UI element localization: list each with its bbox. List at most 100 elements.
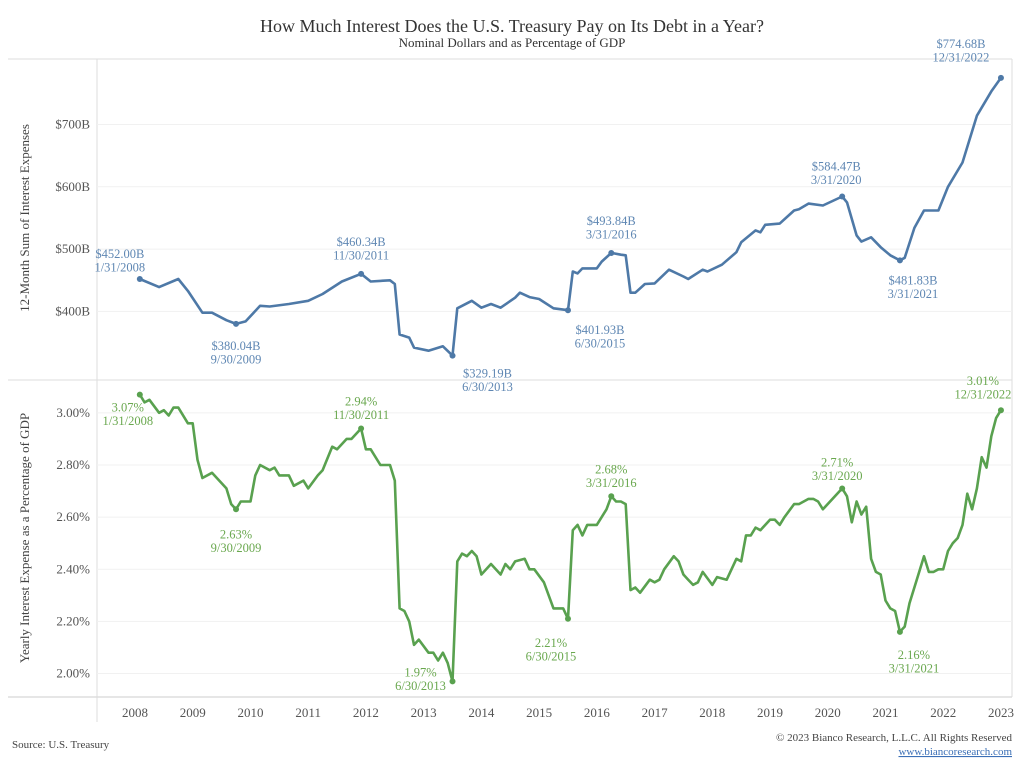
data-label-value: 2.16% <box>898 648 930 662</box>
y-tick-label: 2.60% <box>56 509 90 524</box>
x-tick-label: 2017 <box>642 705 669 720</box>
annotated-point <box>564 307 571 314</box>
annotated-point <box>449 352 456 359</box>
data-label-date: 9/30/2009 <box>211 541 262 555</box>
source-note: Source: U.S. Treasury <box>12 739 110 751</box>
data-label-date: 3/31/2021 <box>889 661 940 675</box>
data-label: 2.63%9/30/2009 <box>211 527 262 555</box>
data-label: 1.97%6/30/2013 <box>395 665 446 693</box>
data-label-date: 3/31/2020 <box>811 173 862 187</box>
annotated-point <box>136 391 143 398</box>
data-label: 2.16%3/31/2021 <box>889 648 940 676</box>
data-label-value: 3.01% <box>967 374 999 388</box>
top-y-axis-title: 12-Month Sum of Interest Expenses <box>17 124 32 312</box>
annotated-point <box>896 257 903 264</box>
y-tick-label: 2.20% <box>56 613 90 628</box>
y-tick-label: 3.00% <box>56 405 90 420</box>
x-tick-label: 2012 <box>353 705 379 720</box>
annotated-point <box>449 678 456 685</box>
data-label: 3.07%1/31/2008 <box>102 401 153 429</box>
data-label-date: 3/31/2021 <box>888 287 939 301</box>
x-tick-label: 2018 <box>699 705 725 720</box>
x-tick-label: 2019 <box>757 705 783 720</box>
series-line <box>138 393 1003 683</box>
y-tick-label: $700B <box>55 116 90 131</box>
website-link[interactable]: www.biancoresearch.com <box>898 746 1012 758</box>
data-label-value: $380.04B <box>212 339 261 353</box>
chart-subtitle: Nominal Dollars and as Percentage of GDP <box>399 35 626 50</box>
y-tick-label: $500B <box>55 241 90 256</box>
data-label-date: 3/31/2016 <box>586 227 637 241</box>
data-label-date: 6/30/2015 <box>575 337 626 351</box>
data-label: 2.68%3/31/2016 <box>586 462 637 490</box>
data-label-date: 3/31/2016 <box>586 476 637 490</box>
data-label-value: $774.68B <box>936 37 985 51</box>
data-label-value: $452.00B <box>95 247 144 261</box>
x-tick-label: 2021 <box>872 705 898 720</box>
y-tick-label: $600B <box>55 179 90 194</box>
x-tick-label: 2013 <box>411 705 437 720</box>
data-label-value: $584.47B <box>812 159 861 173</box>
y-tick-label: $400B <box>55 303 90 318</box>
data-label: 2.94%11/30/2011 <box>333 394 389 422</box>
data-label-value: 2.63% <box>220 527 252 541</box>
data-label: 2.21%6/30/2015 <box>526 636 577 664</box>
y-tick-label: 2.00% <box>56 666 90 681</box>
data-label-value: $481.83B <box>888 273 937 287</box>
plot-frame <box>8 58 1013 722</box>
data-label-value: $493.84B <box>587 214 636 228</box>
data-label-value: 2.94% <box>345 394 377 408</box>
annotated-point <box>839 485 846 492</box>
data-label-date: 9/30/2009 <box>211 352 262 366</box>
annotated-point <box>136 276 143 283</box>
data-label-value: 3.07% <box>112 401 144 415</box>
data-label-date: 6/30/2015 <box>526 649 577 663</box>
annotated-point <box>233 506 240 513</box>
annotated-point <box>358 270 365 277</box>
x-tick-label: 2020 <box>815 705 841 720</box>
y-tick-label: 2.80% <box>56 457 90 472</box>
data-label-date: 11/30/2011 <box>333 248 389 262</box>
annotated-point <box>839 193 846 200</box>
x-tick-label: 2014 <box>468 705 495 720</box>
annotated-point <box>358 425 365 432</box>
data-label-date: 1/31/2008 <box>94 261 145 275</box>
y-tick-label: 2.40% <box>56 561 90 576</box>
data-label-date: 11/30/2011 <box>333 408 389 422</box>
data-label-date: 12/31/2022 <box>954 388 1011 402</box>
series-line <box>139 77 1002 357</box>
x-tick-label: 2022 <box>930 705 956 720</box>
data-label-date: 1/31/2008 <box>102 414 153 428</box>
annotated-point <box>997 407 1004 414</box>
x-tick-label: 2010 <box>237 705 263 720</box>
data-label-value: $329.19B <box>463 367 512 381</box>
data-label-date: 6/30/2013 <box>462 380 513 394</box>
copyright: © 2023 Bianco Research, L.L.C. All Right… <box>776 732 1012 744</box>
annotated-point <box>564 615 571 622</box>
x-tick-label: 2023 <box>988 705 1014 720</box>
data-label: 2.71%3/31/2020 <box>812 455 863 483</box>
annotated-point <box>608 493 615 500</box>
annotated-point <box>608 249 615 256</box>
annotated-point <box>997 74 1004 81</box>
x-tick-label: 2011 <box>295 705 321 720</box>
annotated-point <box>896 628 903 635</box>
bottom-y-axis-title: Yearly Interest Expense as a Percentage … <box>17 413 32 663</box>
x-tick-label: 2015 <box>526 705 552 720</box>
data-label-date: 12/31/2022 <box>932 50 989 64</box>
data-label-date: 6/30/2013 <box>395 679 446 693</box>
x-tick-label: 2008 <box>122 705 148 720</box>
data-label: 3.01%12/31/2022 <box>954 374 1011 402</box>
data-label-date: 3/31/2020 <box>812 469 863 483</box>
data-label-value: 2.71% <box>821 455 853 469</box>
x-tick-label: 2009 <box>180 705 206 720</box>
